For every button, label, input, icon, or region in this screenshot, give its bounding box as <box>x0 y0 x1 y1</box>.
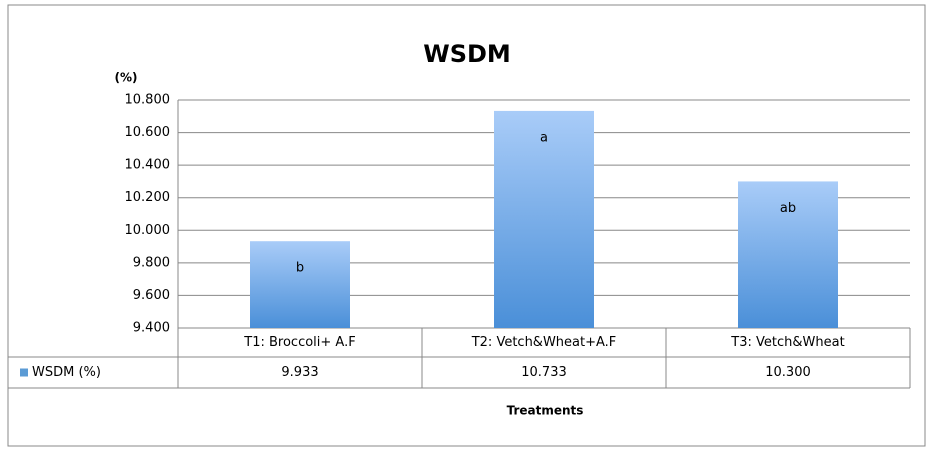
x-tick-label: T1: Broccoli+ A.F <box>243 335 355 350</box>
y-tick-label: 10.600 <box>125 125 171 140</box>
table-value: 10.300 <box>765 365 811 380</box>
x-axis-label: Treatments <box>507 404 584 418</box>
y-tick-label: 10.200 <box>125 190 171 205</box>
bar <box>738 181 838 328</box>
y-tick-label: 10.400 <box>125 158 171 173</box>
y-tick-label: 10.800 <box>125 93 171 108</box>
chart-title: WSDM <box>423 40 511 68</box>
legend-label: WSDM (%) <box>32 365 101 380</box>
bar <box>494 110 594 328</box>
legend-swatch <box>20 368 28 377</box>
y-tick-label: 9.800 <box>133 255 170 270</box>
x-tick-label: T2: Vetch&Wheat+A.F <box>471 335 617 350</box>
y-tick-label: 9.400 <box>133 321 170 336</box>
bar <box>250 241 350 328</box>
x-tick-label: T3: Vetch&Wheat <box>730 335 844 350</box>
annotation: a <box>540 130 548 145</box>
table-value: 9.933 <box>281 365 318 380</box>
annotation: ab <box>780 201 796 216</box>
y-axis-label: (%) <box>115 71 138 85</box>
y-tick-label: 10.000 <box>125 223 171 238</box>
y-tick-label: 9.600 <box>133 288 170 303</box>
table-value: 10.733 <box>521 365 567 380</box>
annotation: b <box>296 261 304 276</box>
